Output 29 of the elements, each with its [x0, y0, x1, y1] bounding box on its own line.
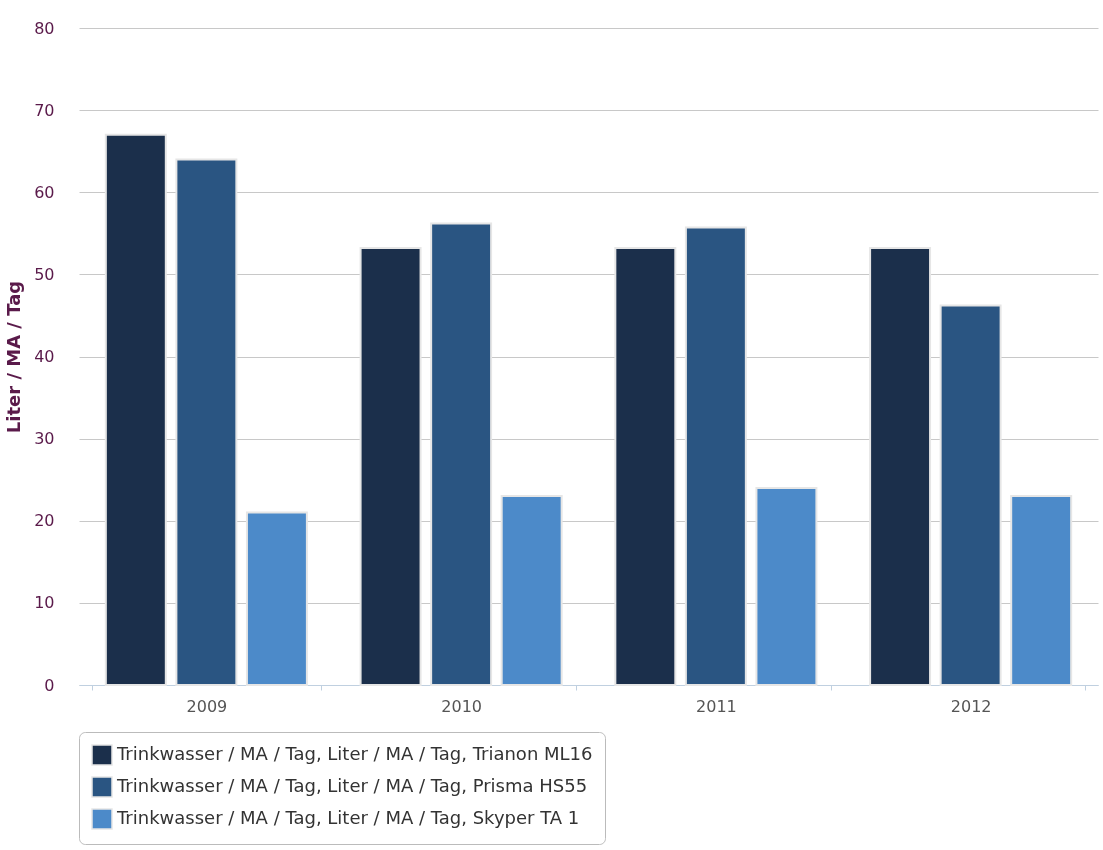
x-tick-label: 2010: [441, 696, 482, 716]
y-tick-label: 70: [34, 100, 55, 120]
bar: [175, 158, 238, 686]
legend-label: Trinkwasser / MA / Tag, Liter / MA / Tag, Prisma HS55: [116, 775, 588, 796]
y-tick-label: 50: [34, 264, 55, 284]
x-tick-label: 2011: [696, 696, 737, 716]
y-tick-label: 40: [34, 347, 55, 366]
y-axis-title: Liter / MA / Tag: [3, 280, 25, 434]
bar: [939, 304, 1002, 686]
bar: [1010, 495, 1073, 686]
bar: [684, 226, 747, 686]
y-tick-label: 80: [34, 18, 55, 38]
legend-label: Trinkwasser / MA / Tag, Liter / MA / Tag, Trianon ML16: [116, 743, 593, 764]
bar: [245, 511, 308, 686]
x-tick-label: 2009: [186, 696, 228, 716]
bar: [755, 486, 818, 686]
x-tick-label: 2012: [950, 696, 992, 716]
bar: [430, 222, 493, 686]
bar: [614, 247, 677, 686]
y-tick-label: 30: [34, 429, 55, 449]
legend-label: Trinkwasser / MA / Tag, Liter / MA / Tag, Skyper TA 1: [116, 807, 580, 828]
bar: [500, 495, 563, 686]
bar: [359, 247, 422, 686]
y-tick-label: 10: [34, 593, 55, 613]
y-tick-label: 20: [34, 511, 55, 531]
bar: [104, 133, 167, 686]
bar: [869, 247, 932, 686]
y-tick-label: 60: [34, 182, 55, 202]
y-tick-label: 0: [44, 675, 55, 695]
